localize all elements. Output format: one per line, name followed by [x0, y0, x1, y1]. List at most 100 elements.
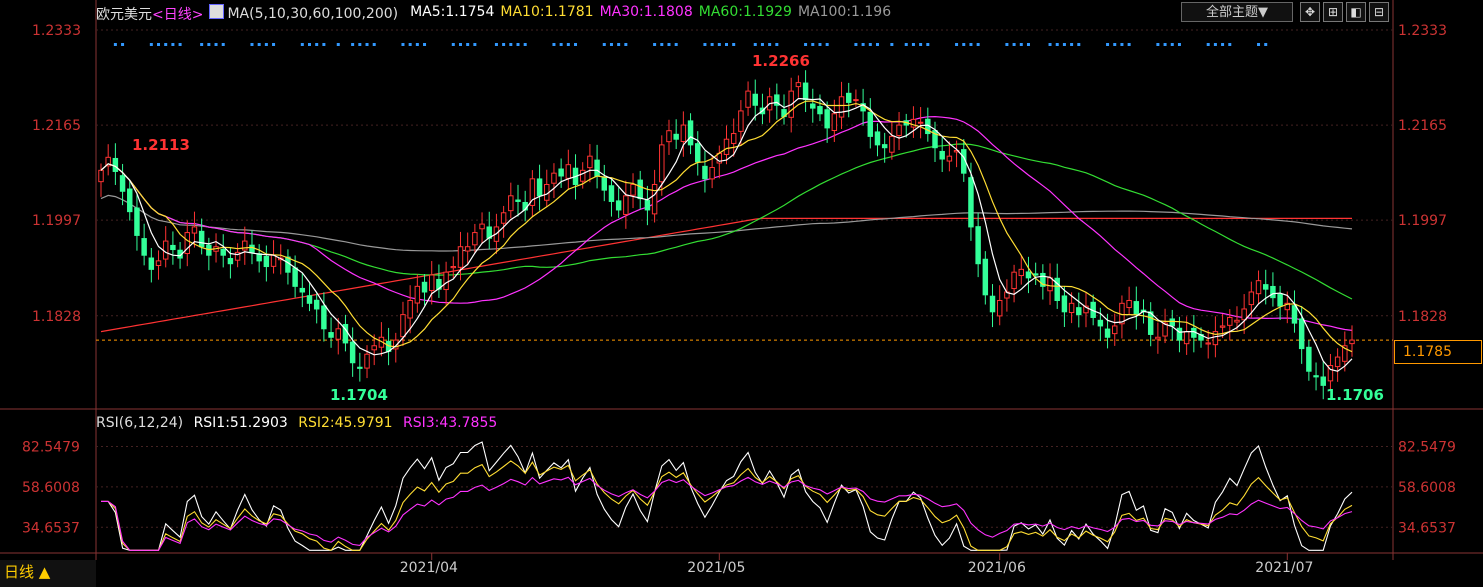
candle-down — [1054, 277, 1060, 301]
candle-down — [845, 92, 852, 103]
candle-down — [227, 258, 234, 265]
candle-up — [738, 110, 744, 132]
candle-down — [982, 258, 989, 296]
signal-dot — [178, 43, 182, 46]
candle-up — [1334, 356, 1341, 368]
candle-down — [292, 267, 298, 287]
candle-down — [421, 281, 428, 293]
signal-dot — [1177, 43, 1181, 46]
candle-up — [1011, 271, 1017, 290]
signal-dot — [868, 43, 872, 46]
rsi-tick-left: 58.6008 — [22, 480, 80, 496]
rsi-panel — [96, 441, 1393, 551]
chart-type-icon[interactable] — [209, 4, 225, 19]
candle-down — [637, 179, 643, 200]
price-tick-right: 1.2165 — [1398, 118, 1447, 134]
signal-dot — [423, 43, 427, 46]
candle-up — [579, 169, 586, 182]
signal-dot — [624, 43, 628, 46]
candle-up — [1112, 325, 1118, 335]
candle-up — [529, 178, 536, 206]
rsi2-line — [101, 460, 1353, 551]
signal-dot — [207, 43, 211, 46]
chart-frame — [0, 0, 1483, 560]
signal-dot — [1264, 43, 1268, 46]
candle-down — [695, 143, 701, 163]
ma5-value: MA5:1.1754 — [410, 4, 495, 20]
theme-dropdown-button[interactable]: 全部主题▼ — [1181, 2, 1293, 22]
signal-dot — [113, 43, 117, 46]
signal-dot — [1120, 43, 1124, 46]
candle-up — [234, 251, 241, 261]
signal-dot — [473, 43, 477, 46]
signal-dot — [861, 43, 865, 46]
split-icon[interactable]: ◧ — [1346, 2, 1366, 22]
ma10-path — [100, 100, 1353, 353]
candle-down — [349, 341, 356, 364]
candle-up — [407, 299, 413, 319]
ma60-path — [100, 143, 1353, 300]
signal-dot — [336, 43, 340, 46]
signal-dot — [955, 43, 959, 46]
signal-dot — [516, 43, 520, 46]
signal-dot — [351, 43, 355, 46]
candle-up — [917, 121, 924, 124]
candle-down — [644, 199, 651, 211]
period-tab[interactable]: 日线 ▲ — [0, 560, 96, 587]
time-tick-label: 2021/07 — [1255, 560, 1313, 576]
signal-dots — [113, 43, 1268, 46]
ma5-line — [100, 97, 1353, 372]
rsi2-value: RSI2:45.9791 — [298, 415, 393, 431]
candle-down — [357, 366, 363, 369]
candle-down — [968, 177, 974, 228]
rsi1-line — [101, 441, 1353, 551]
candle-down — [249, 244, 255, 253]
candle-up — [1255, 280, 1262, 295]
candle-up — [651, 183, 658, 215]
candle-down — [321, 305, 327, 330]
candle-up — [1018, 268, 1025, 277]
signal-dot — [1221, 43, 1225, 46]
symbol-label: 欧元美元 — [96, 7, 152, 23]
signal-dot — [1156, 43, 1160, 46]
candle-up — [745, 90, 751, 108]
candle-down — [220, 248, 226, 256]
low-price-label-2: 1.1706 — [1326, 386, 1384, 404]
candle-down — [608, 185, 615, 202]
candle-down — [1025, 271, 1032, 279]
candle-up — [1212, 331, 1219, 346]
ma30-value: MA30:1.1808 — [599, 4, 693, 20]
signal-dot — [875, 43, 879, 46]
signal-dot — [322, 43, 326, 46]
signal-dot — [717, 43, 721, 46]
grid-icon[interactable]: ⊞ — [1323, 2, 1343, 22]
candle-up — [565, 164, 572, 179]
candle-up — [896, 124, 902, 136]
period-tag[interactable]: <日线> — [152, 7, 204, 23]
signal-dot — [667, 43, 671, 46]
candle-down — [1040, 272, 1046, 287]
candle-up — [838, 96, 845, 118]
candle-up — [680, 124, 687, 143]
candle-up — [630, 183, 636, 196]
signal-dot — [1163, 43, 1167, 46]
signal-dot — [502, 43, 506, 46]
layout-icon[interactable]: ⊟ — [1369, 2, 1389, 22]
candle-up — [162, 240, 169, 260]
signal-dot — [257, 43, 261, 46]
candle-up — [1083, 305, 1089, 314]
candle-down — [1032, 273, 1039, 276]
rsi-tick-left: 82.5479 — [22, 440, 80, 456]
signal-dot — [674, 43, 678, 46]
candle-down — [1076, 307, 1082, 316]
signal-dot — [811, 43, 815, 46]
price-tick-right: 1.2333 — [1398, 23, 1447, 39]
candle-down — [112, 157, 119, 172]
candle-up — [1327, 365, 1334, 382]
expand-icon[interactable]: ✥ — [1300, 2, 1320, 22]
rsi-tick-right: 58.6008 — [1398, 480, 1456, 496]
candle-down — [1291, 305, 1298, 324]
candle-up — [1155, 336, 1161, 340]
candle-up — [709, 167, 715, 180]
